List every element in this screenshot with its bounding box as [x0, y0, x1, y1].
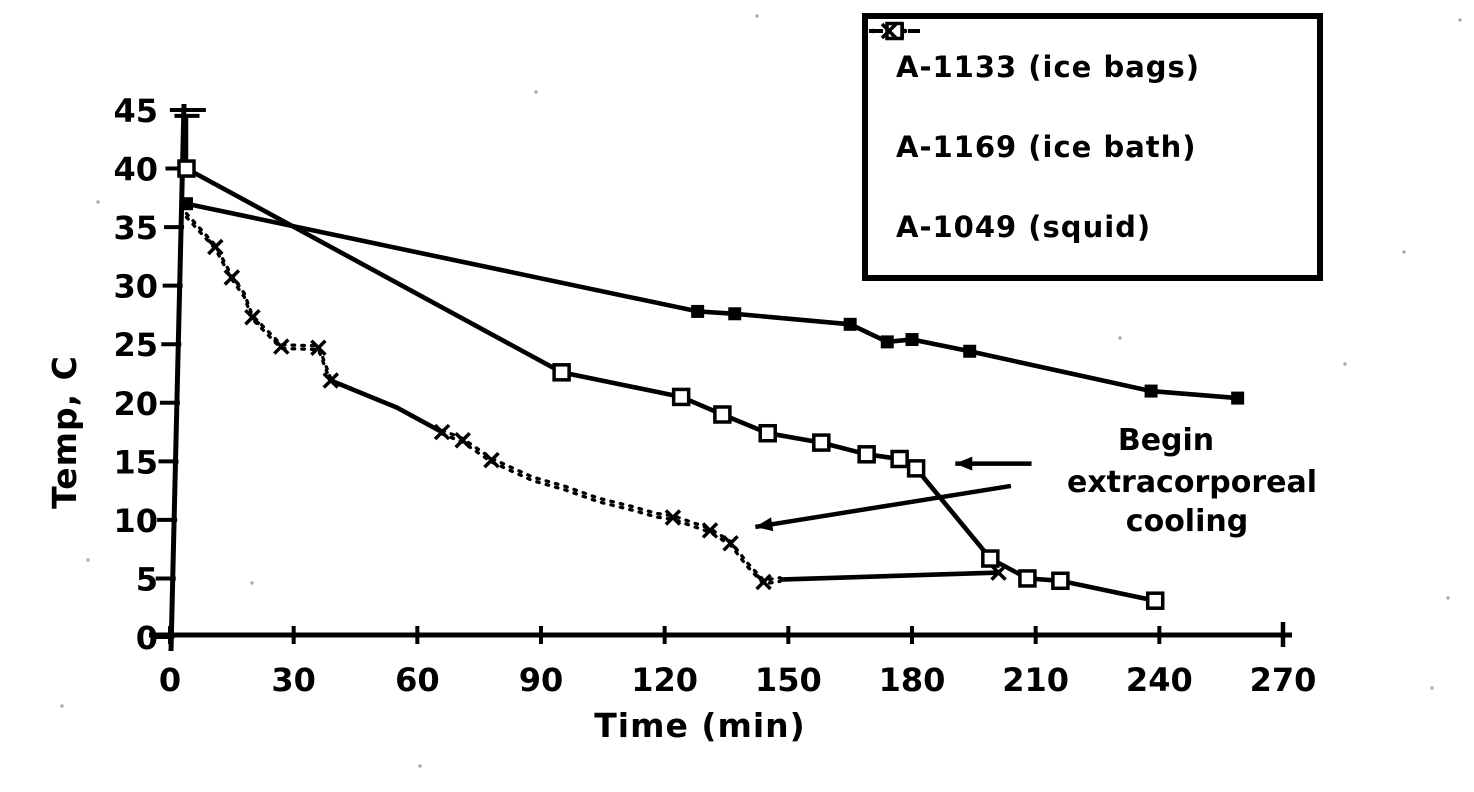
x-marker [664, 509, 682, 526]
y-tick-label: 45 [113, 92, 158, 130]
x-marker [244, 309, 261, 326]
x-marker [207, 238, 224, 256]
scan-speck [250, 581, 254, 585]
legend-item-ice-bath: A-1169 (ice bath) [869, 21, 1311, 164]
open-square-marker [177, 159, 196, 178]
y-tick-label: 30 [113, 268, 158, 306]
scan-speck [86, 558, 90, 562]
y-tick-label: 40 [113, 151, 158, 189]
legend-label: A-1169 (ice bath) [896, 130, 1197, 164]
y-axis [168, 103, 187, 652]
annotation-line: extracorporeal [1067, 465, 1317, 500]
series-line-2 [329, 378, 444, 435]
filled-square-marker [1231, 391, 1245, 405]
x-axis-title: Time (min) [594, 706, 805, 745]
annotation-arrowhead [955, 456, 973, 471]
x-tick-label: 180 [879, 661, 946, 699]
x-tick-label: 240 [1126, 661, 1193, 699]
open-square-marker [812, 433, 831, 452]
filled-square-marker [179, 197, 193, 211]
x-marker [990, 564, 1007, 581]
filled-square-marker [905, 333, 919, 347]
x-tick-label: 60 [395, 661, 440, 699]
legend-label: A-1133 (ice bags) [896, 50, 1201, 84]
scan-speck [534, 90, 538, 94]
scan-speck [755, 14, 759, 18]
open-square-marker [906, 459, 926, 478]
x-marker [454, 432, 471, 449]
y-axis-title: Temp, C [45, 355, 84, 509]
open-square-marker [671, 387, 691, 407]
filled-square-marker [728, 307, 742, 321]
scan-speck [1343, 362, 1347, 366]
annotation-arrowhead [755, 517, 774, 532]
annotation-line: Begin [1118, 423, 1214, 458]
open-square-marker [857, 445, 876, 464]
x-marker [701, 522, 719, 539]
y-tick-label: 35 [113, 209, 158, 247]
x-tick-label: 210 [1002, 661, 1069, 699]
scan-speck [1118, 336, 1122, 340]
open-square-marker [1051, 571, 1070, 591]
x-tick-label: 30 [271, 661, 316, 699]
legend-item-ice-bags: A-1133 (ice bags) [869, 23, 1311, 84]
x-tick-label: 90 [519, 661, 564, 699]
scan-speck [418, 764, 422, 768]
scan-speck [1402, 250, 1406, 254]
filled-square-marker [880, 335, 894, 349]
x-tick-label: 120 [631, 661, 698, 699]
x-marker [273, 338, 290, 355]
legend-item-squid: A-1049 (squid) [870, 22, 1311, 244]
y-tick-label: 20 [113, 385, 158, 423]
x-tick-label: 0 [159, 661, 181, 699]
open-square-marker [758, 423, 777, 443]
y-tick-label: 25 [113, 326, 158, 364]
scan-speck [1430, 686, 1434, 690]
open-square-marker [1145, 591, 1165, 610]
scan-speck [1446, 596, 1450, 600]
open-square-marker [981, 549, 1000, 568]
annotation-line: cooling [1126, 504, 1248, 539]
scan-speck [60, 704, 64, 708]
open-square-marker [1018, 569, 1037, 588]
x-marker [310, 339, 327, 356]
open-square-marker [713, 405, 732, 424]
x-marker [322, 372, 340, 389]
series-line-2 [440, 432, 782, 586]
legend: A-1133 (ice bags) A-1169 (ice bath) A-10… [862, 13, 1323, 281]
scan-speck [96, 200, 100, 204]
x-marker [722, 535, 739, 552]
series-line-2 [184, 215, 333, 384]
x-marker [433, 423, 451, 441]
legend-label: A-1049 (squid) [896, 210, 1152, 244]
series-line-2 [184, 211, 333, 381]
filled-square-marker [1144, 384, 1158, 398]
filled-square-marker [843, 317, 857, 331]
x-marker [755, 573, 772, 591]
annotation-pointer-line [754, 483, 1012, 530]
x-marker-icon [870, 22, 908, 40]
y-tick-label: 10 [113, 502, 158, 540]
x-tick-label: 150 [755, 661, 822, 699]
y-tick-label: 15 [113, 443, 158, 481]
open-square-marker [552, 363, 571, 382]
x-marker [483, 451, 500, 469]
y-tick-label: 0 [136, 619, 158, 657]
scan-speck [1458, 18, 1462, 22]
filled-square-marker [963, 344, 977, 358]
x-marker [223, 269, 241, 286]
filled-square-marker [691, 304, 705, 318]
open-square-marker [890, 449, 909, 469]
series-line-2 [780, 570, 999, 582]
y-tick-label: 5 [136, 560, 158, 598]
x-tick-label: 270 [1250, 661, 1317, 699]
